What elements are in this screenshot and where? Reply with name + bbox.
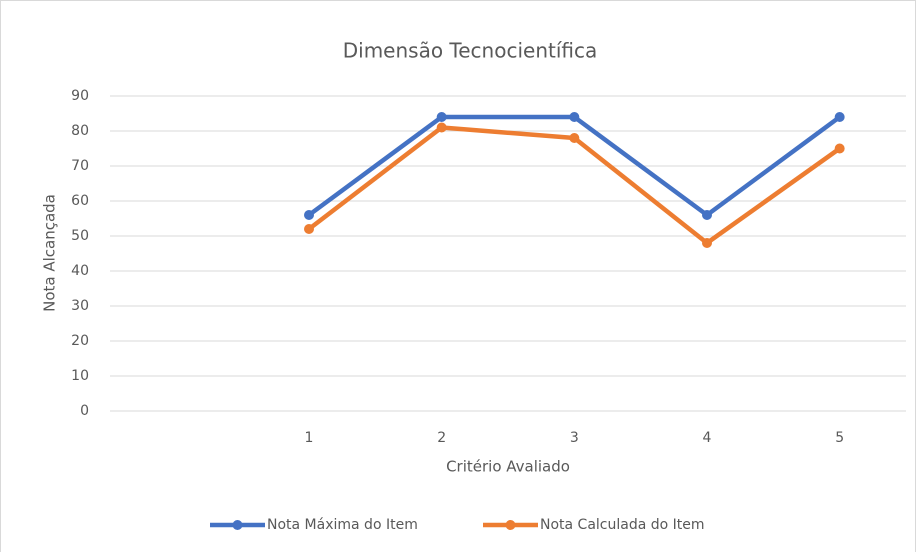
y-tick-label: 60: [71, 193, 89, 209]
x-tick-label: 2: [437, 430, 446, 446]
data-point: [304, 224, 314, 234]
legend-marker: [232, 520, 243, 530]
x-axis-label: Critério Avaliado: [446, 458, 570, 476]
data-point: [834, 112, 845, 122]
data-point: [436, 112, 447, 122]
y-tick-label: 80: [71, 123, 89, 139]
legend-label: Nota Máxima do Item: [267, 517, 418, 533]
y-tick-label: 30: [71, 298, 89, 314]
y-tick-label: 70: [71, 158, 89, 174]
data-point: [702, 210, 712, 220]
chart-title: Dimensão Tecnocientífica: [343, 39, 598, 63]
x-tick-label: 5: [835, 430, 844, 446]
data-point: [834, 143, 845, 154]
data-point: [569, 133, 580, 143]
data-point: [569, 112, 580, 122]
y-tick-label: 20: [71, 333, 89, 349]
y-tick-label: 0: [80, 403, 89, 419]
data-point: [304, 210, 314, 220]
legend-label: Nota Calculada do Item: [540, 517, 705, 533]
y-axis-label: Nota Alcançada: [41, 194, 59, 312]
x-tick-label: 4: [703, 430, 712, 446]
x-tick-label: 1: [305, 430, 314, 446]
data-point: [702, 238, 712, 248]
y-tick-label: 10: [71, 368, 89, 384]
data-point: [436, 122, 447, 133]
y-tick-label: 40: [71, 263, 89, 279]
legend-marker: [505, 520, 516, 530]
y-tick-label: 90: [71, 88, 89, 104]
y-tick-label: 50: [71, 228, 89, 244]
x-tick-label: 3: [570, 430, 579, 446]
